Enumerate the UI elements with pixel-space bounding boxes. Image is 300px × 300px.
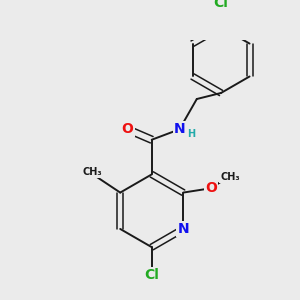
Text: CH₃: CH₃ [220, 172, 240, 182]
Text: H: H [188, 129, 196, 139]
Text: Cl: Cl [214, 0, 229, 10]
Text: N: N [174, 122, 185, 136]
Text: O: O [122, 122, 134, 136]
Text: O: O [205, 181, 217, 195]
Text: N: N [177, 222, 189, 236]
Text: Cl: Cl [144, 268, 159, 282]
Text: CH₃: CH₃ [83, 167, 102, 177]
